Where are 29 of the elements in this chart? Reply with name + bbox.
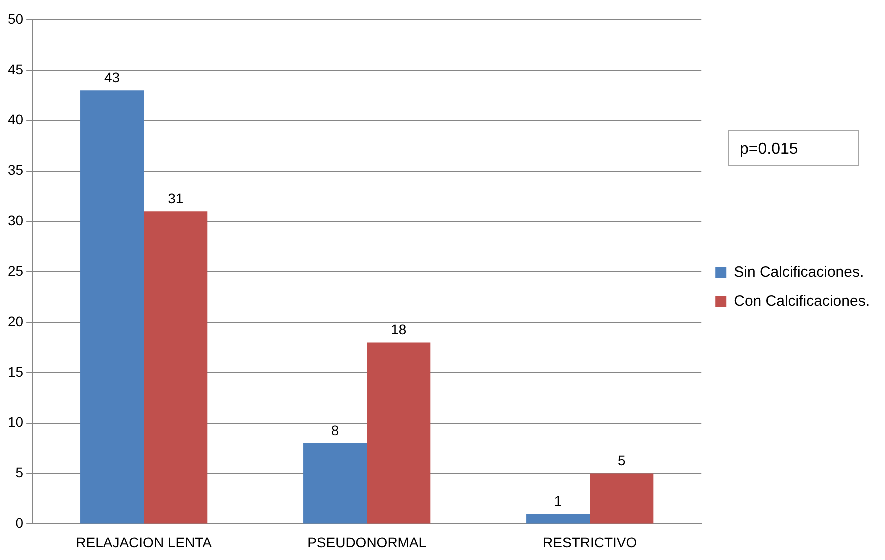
x-tick-label: RELAJACION LENTA (76, 534, 213, 550)
y-tick-label: 15 (8, 364, 24, 380)
legend-label: Sin Calcificaciones. (734, 264, 864, 282)
x-tick-label: RESTRICTIVO (543, 534, 638, 550)
bar (367, 342, 431, 524)
y-tick-label: 30 (8, 212, 24, 229)
y-tick-label: 20 (8, 313, 24, 330)
y-tick-label: 50 (8, 10, 24, 27)
y-tick-label: 35 (8, 162, 24, 178)
legend-label: Con Calcificaciones. (734, 293, 870, 310)
data-label: 18 (391, 322, 407, 338)
y-tick-label: 10 (8, 414, 24, 430)
data-label: 43 (104, 69, 120, 86)
bar (590, 474, 654, 524)
x-tick-label: PSEUDONORMAL (308, 534, 427, 550)
y-tick-label: 5 (16, 464, 24, 481)
data-label: 8 (331, 422, 340, 438)
y-tick-label: 25 (8, 262, 24, 279)
data-label: 31 (168, 190, 184, 206)
bar (80, 90, 144, 524)
bar (304, 444, 368, 524)
text: p=0.015 (740, 140, 798, 158)
data-label: 5 (618, 452, 626, 469)
y-tick-label: 40 (8, 112, 24, 128)
data-label: 1 (554, 492, 562, 509)
bar (526, 514, 590, 524)
y-tick-label: 0 (16, 515, 24, 532)
y-tick-label: 45 (8, 61, 24, 78)
bar (144, 212, 208, 524)
